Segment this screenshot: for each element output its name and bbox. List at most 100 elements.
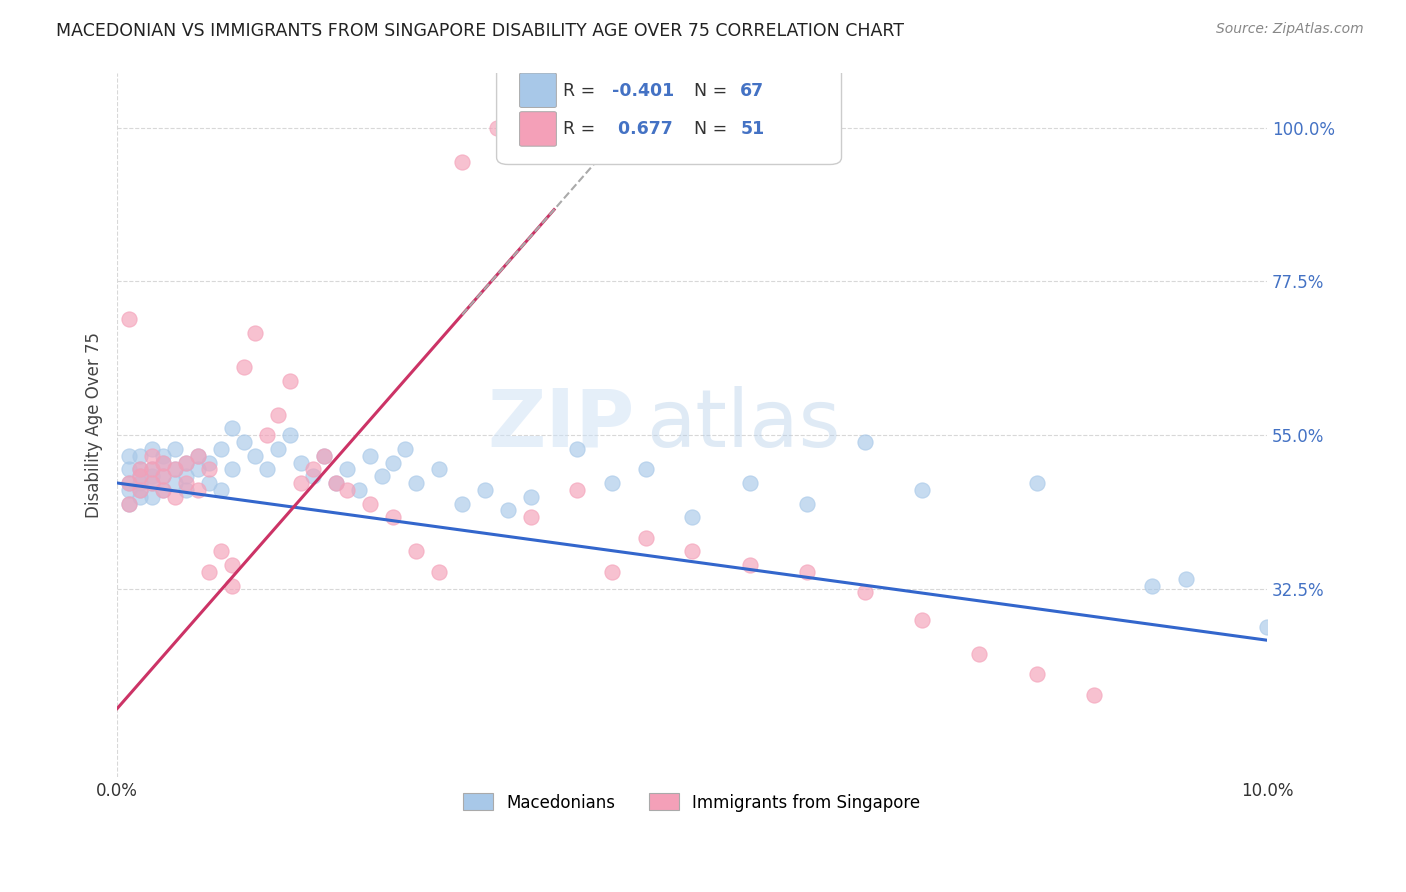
Point xyxy=(314,449,336,463)
Point xyxy=(152,483,174,497)
Point xyxy=(129,462,152,476)
Point xyxy=(382,456,405,470)
Point xyxy=(209,442,232,456)
Point xyxy=(256,428,278,442)
Point xyxy=(290,475,312,490)
Point xyxy=(565,483,588,497)
FancyBboxPatch shape xyxy=(496,59,842,164)
Point xyxy=(129,469,152,483)
Text: -0.401: -0.401 xyxy=(612,81,673,100)
Point xyxy=(1256,619,1278,633)
Point xyxy=(174,475,197,490)
Point xyxy=(141,475,163,490)
Point xyxy=(370,469,392,483)
Point xyxy=(232,359,254,374)
Point xyxy=(152,469,174,483)
Point xyxy=(301,462,323,476)
Text: R =: R = xyxy=(564,120,600,138)
Point xyxy=(347,483,370,497)
Point xyxy=(187,449,209,463)
Point xyxy=(681,510,703,524)
Point xyxy=(1026,667,1049,681)
Point xyxy=(129,475,152,490)
Point xyxy=(152,483,174,497)
Point xyxy=(325,475,347,490)
Point xyxy=(163,462,186,476)
Point xyxy=(267,408,290,422)
Point xyxy=(152,456,174,470)
Point xyxy=(187,483,209,497)
Point xyxy=(221,421,243,435)
Point xyxy=(1083,688,1105,702)
Point xyxy=(198,475,221,490)
Point xyxy=(1140,578,1163,592)
Point xyxy=(209,483,232,497)
Point xyxy=(796,496,818,510)
Point xyxy=(520,510,543,524)
Point xyxy=(796,565,818,579)
Point xyxy=(118,449,141,463)
Point xyxy=(290,456,312,470)
Point xyxy=(174,456,197,470)
Point xyxy=(174,483,197,497)
Point xyxy=(600,475,623,490)
Text: ZIP: ZIP xyxy=(488,386,634,464)
Point xyxy=(243,326,266,340)
Point xyxy=(427,565,450,579)
Text: 51: 51 xyxy=(741,120,765,138)
Point xyxy=(496,503,519,517)
Point xyxy=(118,312,141,326)
Point xyxy=(187,462,209,476)
Point xyxy=(911,613,934,627)
Point xyxy=(267,442,290,456)
Point xyxy=(187,449,209,463)
Point xyxy=(163,475,186,490)
Point xyxy=(394,442,416,456)
Text: 0.677: 0.677 xyxy=(612,120,672,138)
Point xyxy=(451,496,474,510)
Text: N =: N = xyxy=(695,120,733,138)
Point xyxy=(118,483,141,497)
Point xyxy=(118,462,141,476)
Point xyxy=(141,462,163,476)
Point xyxy=(141,462,163,476)
Point xyxy=(565,442,588,456)
Point xyxy=(969,647,991,661)
Point xyxy=(301,469,323,483)
Point xyxy=(129,490,152,504)
Point xyxy=(198,456,221,470)
Point xyxy=(336,483,359,497)
Point xyxy=(221,558,243,572)
Point xyxy=(485,120,508,135)
Text: MACEDONIAN VS IMMIGRANTS FROM SINGAPORE DISABILITY AGE OVER 75 CORRELATION CHART: MACEDONIAN VS IMMIGRANTS FROM SINGAPORE … xyxy=(56,22,904,40)
Point xyxy=(209,544,232,558)
Point xyxy=(738,558,761,572)
Legend: Macedonians, Immigrants from Singapore: Macedonians, Immigrants from Singapore xyxy=(450,780,934,825)
Point xyxy=(152,469,174,483)
Point xyxy=(163,490,186,504)
Point xyxy=(634,462,657,476)
Point xyxy=(427,462,450,476)
Point xyxy=(405,475,427,490)
Point xyxy=(359,449,381,463)
Point xyxy=(198,462,221,476)
Point xyxy=(314,449,336,463)
Point xyxy=(451,154,474,169)
Text: N =: N = xyxy=(695,81,733,100)
Point xyxy=(221,578,243,592)
Point xyxy=(129,462,152,476)
Point xyxy=(853,435,876,450)
Point xyxy=(118,475,141,490)
Point xyxy=(174,469,197,483)
Point xyxy=(243,449,266,463)
Point xyxy=(174,456,197,470)
Point xyxy=(129,483,152,497)
Point xyxy=(118,496,141,510)
Point xyxy=(738,475,761,490)
Point xyxy=(129,449,152,463)
Point xyxy=(141,490,163,504)
Text: atlas: atlas xyxy=(645,386,841,464)
Point xyxy=(1175,572,1198,586)
Point xyxy=(382,510,405,524)
Point xyxy=(278,374,301,388)
